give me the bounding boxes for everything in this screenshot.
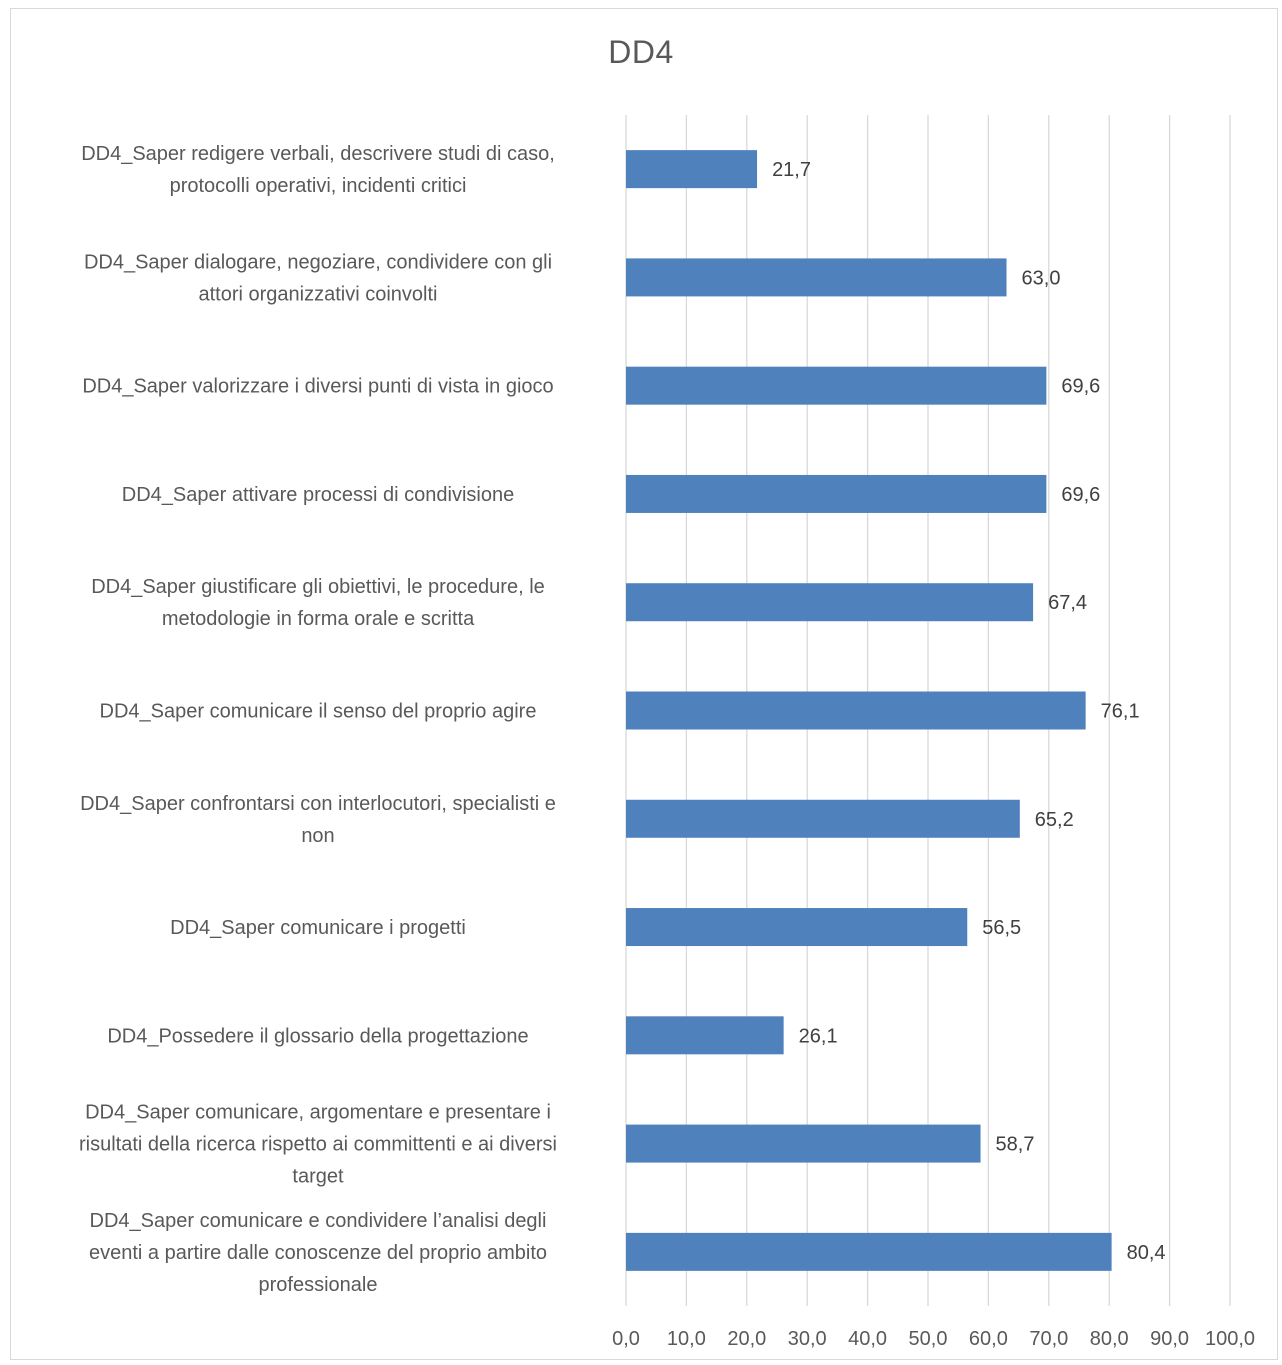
bar — [626, 691, 1086, 730]
category-label-line: DD4_Saper valorizzare i diversi punti di… — [82, 376, 553, 398]
category-label-line: attori organizzativi coinvolti — [199, 283, 438, 305]
category-label-line: eventi a partire dalle conoscenze del pr… — [89, 1242, 547, 1264]
category-label-line: DD4_Saper giustificare gli obiettivi, le… — [91, 576, 545, 598]
data-label: 26,1 — [799, 1025, 838, 1047]
category-label: DD4_Saper giustificare gli obiettivi, le… — [91, 576, 545, 630]
x-tick-label: 60,0 — [969, 1328, 1008, 1350]
category-label: DD4_Saper comunicare il senso del propri… — [100, 701, 537, 723]
category-label-line: DD4_Saper redigere verbali, descrivere s… — [81, 143, 555, 165]
category-label-line: non — [301, 825, 334, 847]
bar — [626, 258, 1007, 297]
x-tick-label: 100,0 — [1205, 1328, 1255, 1350]
bar — [626, 583, 1034, 622]
x-tick-label: 80,0 — [1090, 1328, 1129, 1350]
bar — [626, 1016, 784, 1055]
category-label-line: DD4_Saper dialogare, negoziare, condivid… — [84, 251, 552, 273]
category-label-line: DD4_Saper comunicare, argomentare e pres… — [85, 1102, 551, 1124]
bar — [626, 1124, 981, 1163]
bar — [626, 366, 1047, 405]
data-label: 76,1 — [1101, 701, 1140, 723]
category-label: DD4_Saper confrontarsi con interlocutori… — [80, 793, 556, 847]
x-axis-ticks: 0,0 10,0 20,0 30,0 40,0 50,0 60,0 70,0 80,0 90,0 1… — [612, 1328, 1255, 1350]
x-tick-label: 50,0 — [909, 1328, 948, 1350]
x-tick-label: 20,0 — [727, 1328, 766, 1350]
category-label-line: DD4_Saper comunicare e condividere l’ana… — [90, 1210, 547, 1232]
category-label: DD4_Saper attivare processi di condivisi… — [122, 484, 514, 506]
category-label-line: DD4_Saper confrontarsi con interlocutori… — [80, 793, 556, 815]
category-label: DD4_Saper comunicare e condividere l’ana… — [89, 1210, 547, 1296]
data-label: 58,7 — [996, 1134, 1035, 1156]
category-label-line: professionale — [259, 1274, 378, 1296]
category-label: DD4_Saper valorizzare i diversi punti di… — [82, 376, 553, 398]
chart-title: DD4 — [608, 34, 674, 70]
data-label: 63,0 — [1022, 267, 1061, 289]
category-label: DD4_Saper comunicare i progetti — [170, 917, 466, 939]
category-label: DD4_Possedere il glossario della progett… — [107, 1025, 528, 1047]
data-label: 21,7 — [772, 159, 811, 181]
category-label-line: target — [292, 1166, 344, 1188]
bars — [626, 150, 1112, 1271]
category-label-line: DD4_Saper comunicare i progetti — [170, 917, 466, 939]
bar — [626, 1232, 1112, 1271]
x-tick-label: 0,0 — [612, 1328, 640, 1350]
category-label-line: protocolli operativi, incidenti critici — [170, 175, 467, 197]
data-labels: 21,7 63,0 69,6 69,6 67,4 76,1 65,2 56,5 26,1 58,7… — [772, 159, 1165, 1264]
category-label: DD4_Saper dialogare, negoziare, condivid… — [84, 251, 552, 305]
category-label: DD4_Saper redigere verbali, descrivere s… — [81, 143, 555, 197]
category-labels: DD4_Saper redigere verbali, descrivere s… — [79, 143, 557, 1296]
bar — [626, 474, 1047, 513]
x-tick-label: 40,0 — [848, 1328, 887, 1350]
category-label-line: DD4_Saper comunicare il senso del propri… — [100, 701, 537, 723]
bar — [626, 150, 758, 189]
category-label-line: DD4_Saper attivare processi di condivisi… — [122, 484, 514, 506]
bar — [626, 908, 968, 947]
x-tick-label: 90,0 — [1150, 1328, 1189, 1350]
bar — [626, 799, 1020, 838]
data-label: 67,4 — [1048, 592, 1087, 614]
x-tick-label: 10,0 — [667, 1328, 706, 1350]
x-tick-label: 70,0 — [1029, 1328, 1068, 1350]
data-label: 56,5 — [982, 917, 1021, 939]
data-label: 65,2 — [1035, 809, 1074, 831]
category-label-line: DD4_Possedere il glossario della progett… — [107, 1025, 528, 1047]
x-tick-label: 30,0 — [788, 1328, 827, 1350]
data-label: 69,6 — [1061, 484, 1100, 506]
category-label-line: risultati della ricerca rispetto ai comm… — [79, 1134, 557, 1156]
data-label: 69,6 — [1061, 376, 1100, 398]
category-label: DD4_Saper comunicare, argomentare e pres… — [79, 1102, 557, 1188]
data-label: 80,4 — [1127, 1242, 1166, 1264]
category-label-line: metodologie in forma orale e scritta — [162, 608, 475, 630]
